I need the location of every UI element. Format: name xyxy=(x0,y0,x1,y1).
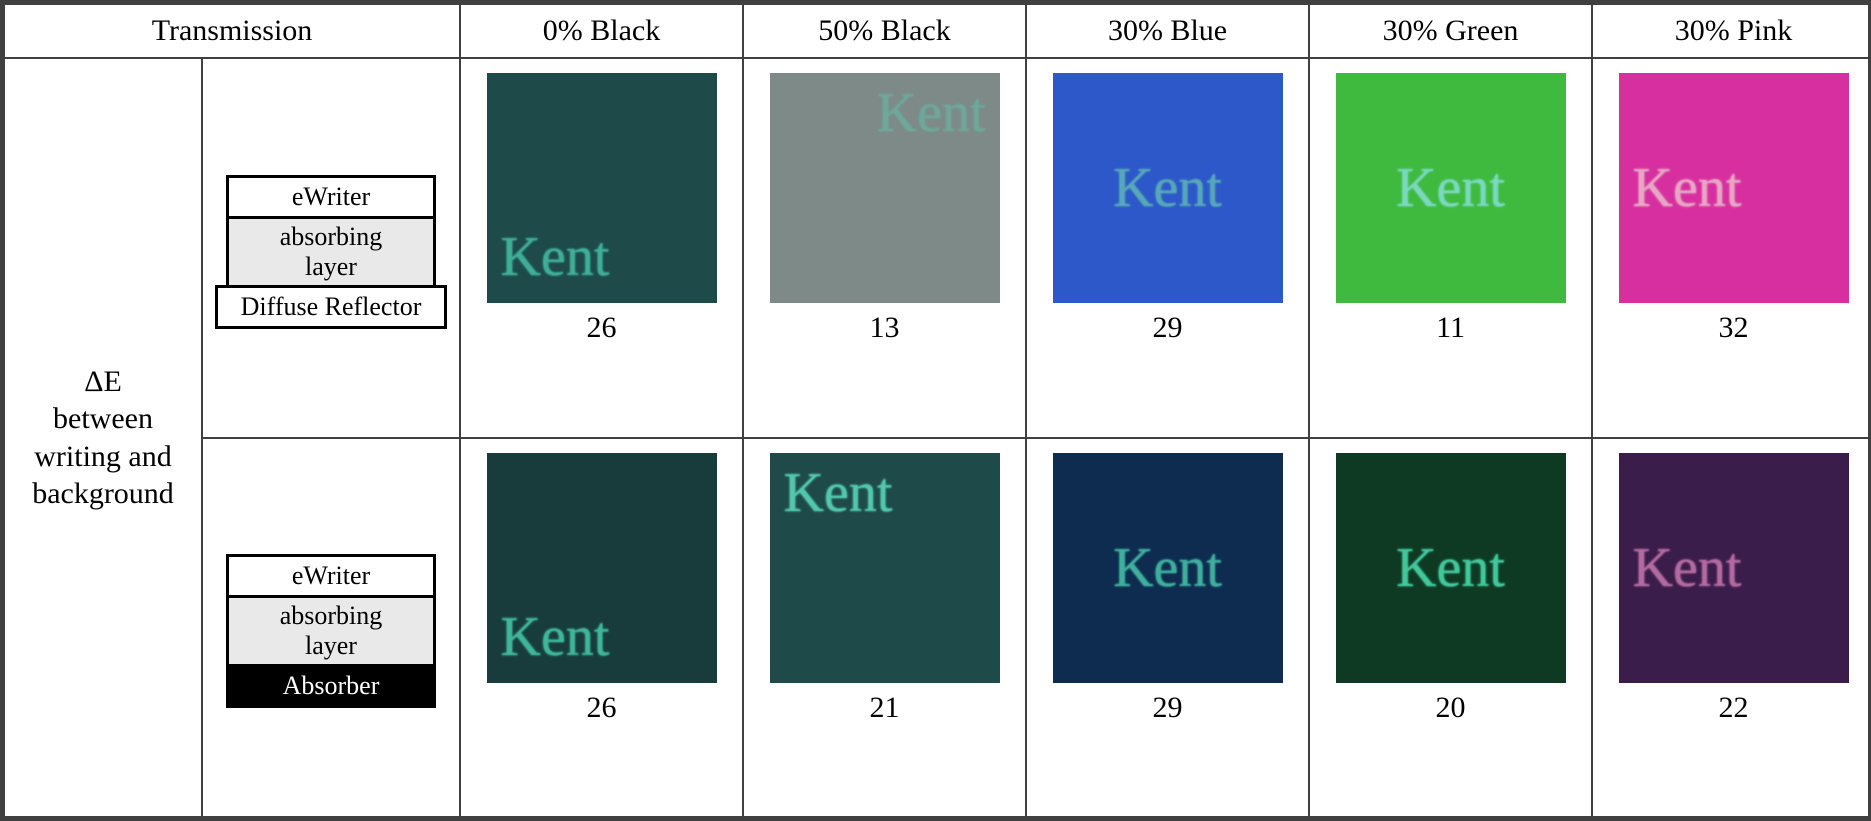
layer-absorber: Absorber xyxy=(226,664,436,708)
handwriting-text: Kent xyxy=(1113,156,1222,220)
delta-e-value: 26 xyxy=(587,311,617,345)
row-label-text: ΔE between writing and background xyxy=(5,363,201,513)
sample: Kent 21 xyxy=(754,453,1015,725)
swatch-absorber-1: Kent xyxy=(770,453,1000,683)
header-col-2: 30% Blue xyxy=(1026,4,1309,58)
row-label-delta-e: ΔE between writing and background xyxy=(4,58,202,817)
sample-cell: Kent 29 xyxy=(1026,438,1309,818)
delta-e-value: 11 xyxy=(1436,311,1465,345)
handwriting-text: Kent xyxy=(501,605,610,669)
header-col-1: 50% Black xyxy=(743,4,1026,58)
sample-cell: Kent 26 xyxy=(460,438,743,818)
header-col-0: 0% Black xyxy=(460,4,743,58)
delta-e-value: 29 xyxy=(1153,311,1183,345)
delta-e-value: 22 xyxy=(1719,691,1749,725)
handwriting-text: Kent xyxy=(501,225,610,289)
handwriting-text: Kent xyxy=(1633,536,1742,600)
sample-cell: Kent 21 xyxy=(743,438,1026,818)
sample: Kent 32 xyxy=(1603,73,1864,345)
sample: Kent 13 xyxy=(754,73,1015,345)
swatch-reflector-1: Kent xyxy=(770,73,1000,303)
sample: Kent 11 xyxy=(1320,73,1581,345)
sample: Kent 20 xyxy=(1320,453,1581,725)
header-col-3: 30% Green xyxy=(1309,4,1592,58)
sample: Kent 22 xyxy=(1603,453,1864,725)
layer-stack-absorber: eWriter absorbing layer Absorber xyxy=(203,536,459,718)
layer-absorbing: absorbing layer xyxy=(226,595,436,667)
figure-table: Transmission 0% Black 50% Black 30% Blue… xyxy=(0,0,1871,821)
sample: Kent 29 xyxy=(1037,453,1298,725)
swatch-absorber-3: Kent xyxy=(1336,453,1566,683)
sample-cell: Kent 11 xyxy=(1309,58,1592,438)
diagram-reflector-cell: eWriter absorbing layer Diffuse Reflecto… xyxy=(202,58,460,438)
sample-cell: Kent 29 xyxy=(1026,58,1309,438)
swatch-reflector-3: Kent xyxy=(1336,73,1566,303)
handwriting-text: Kent xyxy=(877,81,986,145)
handwriting-text: Kent xyxy=(1633,156,1742,220)
delta-e-value: 29 xyxy=(1153,691,1183,725)
handwriting-text: Kent xyxy=(1396,536,1505,600)
sample: Kent 26 xyxy=(471,73,732,345)
delta-e-value: 21 xyxy=(870,691,900,725)
sample-cell: Kent 13 xyxy=(743,58,1026,438)
layer-stack-reflector: eWriter absorbing layer Diffuse Reflecto… xyxy=(203,157,459,339)
sample-cell: Kent 32 xyxy=(1592,58,1871,438)
swatch-absorber-0: Kent xyxy=(487,453,717,683)
swatch-absorber-4: Kent xyxy=(1619,453,1849,683)
layer-diffuse-reflector: Diffuse Reflector xyxy=(215,285,447,329)
sample-cell: Kent 26 xyxy=(460,58,743,438)
layer-ewriter: eWriter xyxy=(226,554,436,598)
handwriting-text: Kent xyxy=(1396,156,1505,220)
sample-cell: Kent 20 xyxy=(1309,438,1592,818)
delta-e-value: 26 xyxy=(587,691,617,725)
header-col-4: 30% Pink xyxy=(1592,4,1871,58)
swatch-absorber-2: Kent xyxy=(1053,453,1283,683)
sample: Kent 29 xyxy=(1037,73,1298,345)
table-header-row: Transmission 0% Black 50% Black 30% Blue… xyxy=(4,4,1871,58)
swatch-reflector-4: Kent xyxy=(1619,73,1849,303)
header-transmission: Transmission xyxy=(4,4,460,58)
delta-e-value: 20 xyxy=(1436,691,1466,725)
layer-ewriter: eWriter xyxy=(226,175,436,219)
sample-cell: Kent 22 xyxy=(1592,438,1871,818)
handwriting-text: Kent xyxy=(784,461,893,525)
diagram-absorber-cell: eWriter absorbing layer Absorber xyxy=(202,438,460,818)
delta-e-value: 32 xyxy=(1719,311,1749,345)
table-row: eWriter absorbing layer Absorber Kent 26… xyxy=(4,438,1871,818)
comparison-table: Transmission 0% Black 50% Black 30% Blue… xyxy=(3,3,1871,818)
sample: Kent 26 xyxy=(471,453,732,725)
swatch-reflector-2: Kent xyxy=(1053,73,1283,303)
table-row: ΔE between writing and background eWrite… xyxy=(4,58,1871,438)
handwriting-text: Kent xyxy=(1113,536,1222,600)
delta-e-value: 13 xyxy=(870,311,900,345)
swatch-reflector-0: Kent xyxy=(487,73,717,303)
layer-absorbing: absorbing layer xyxy=(226,216,436,288)
